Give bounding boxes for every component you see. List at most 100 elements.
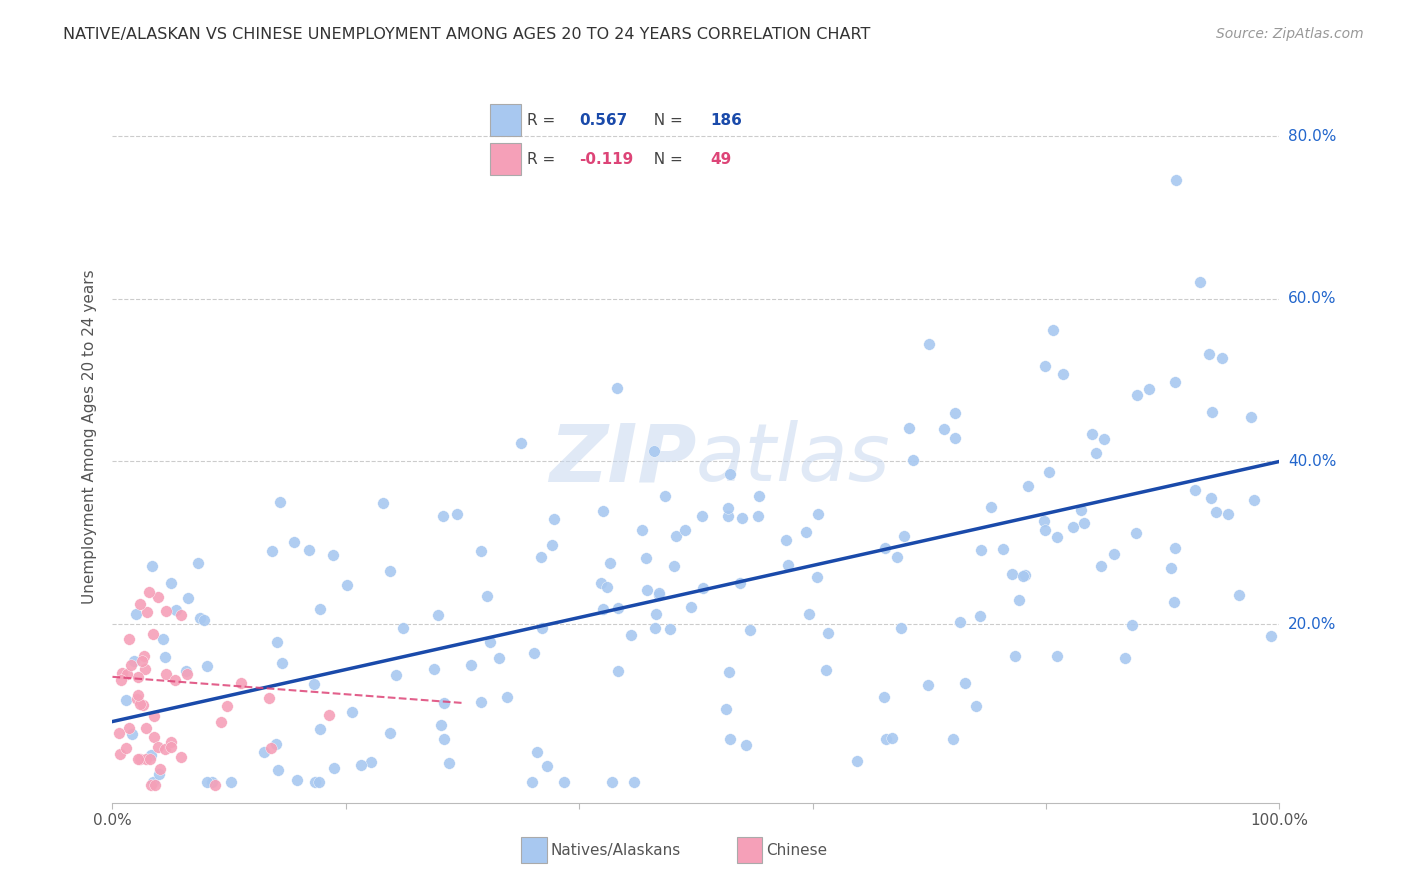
Point <box>1163 595 1185 609</box>
Point <box>152 632 174 647</box>
Point <box>690 508 713 523</box>
Point <box>138 752 160 766</box>
Point <box>110 673 132 687</box>
Point <box>510 436 533 450</box>
Point <box>1199 491 1222 505</box>
Point <box>592 504 614 518</box>
Point <box>815 663 838 677</box>
Point <box>1243 493 1265 508</box>
Point <box>149 763 172 777</box>
Point <box>775 533 797 547</box>
Point <box>1001 566 1024 581</box>
Text: Natives/Alaskans: Natives/Alaskans <box>550 843 681 858</box>
Point <box>1260 629 1282 643</box>
Text: atlas: atlas <box>696 420 891 498</box>
Point <box>636 551 658 566</box>
Point <box>526 745 548 759</box>
Point <box>530 621 553 635</box>
Point <box>607 665 630 679</box>
Point <box>681 599 703 614</box>
Point <box>470 544 492 558</box>
Point <box>631 523 654 537</box>
Point <box>266 635 288 649</box>
Point <box>1033 523 1056 537</box>
Point <box>932 422 955 436</box>
Point <box>322 548 344 562</box>
Point <box>806 569 828 583</box>
Point <box>141 778 163 792</box>
Point <box>1114 651 1136 665</box>
Point <box>433 731 456 746</box>
Point <box>148 766 170 780</box>
Point <box>882 731 904 746</box>
Point <box>423 662 446 676</box>
Point <box>991 542 1014 557</box>
Point <box>943 406 966 420</box>
Point <box>592 602 614 616</box>
Point <box>890 621 912 635</box>
Point <box>735 738 758 752</box>
Point <box>335 577 357 591</box>
Point <box>118 632 141 646</box>
Point <box>211 715 233 730</box>
Point <box>146 590 169 604</box>
Point <box>122 654 145 668</box>
Point <box>714 702 737 716</box>
Point <box>163 673 186 688</box>
Point <box>269 495 291 509</box>
Point <box>728 576 751 591</box>
Point <box>886 550 908 565</box>
Point <box>114 693 136 707</box>
Point <box>606 381 628 395</box>
Point <box>298 543 321 558</box>
Point <box>658 622 681 636</box>
Point <box>430 717 453 731</box>
Point <box>143 730 166 744</box>
Point <box>135 722 157 736</box>
Point <box>1062 520 1084 534</box>
Point <box>350 758 373 772</box>
Point <box>1102 547 1125 561</box>
Point <box>599 557 621 571</box>
Point <box>257 691 280 706</box>
Point <box>1033 514 1056 528</box>
Point <box>1085 446 1108 460</box>
Point <box>139 748 162 763</box>
Point <box>644 621 666 635</box>
Point <box>1201 405 1223 419</box>
Point <box>530 549 553 564</box>
Point <box>1033 359 1056 374</box>
Point <box>342 705 364 719</box>
Point <box>155 604 177 618</box>
Point <box>541 537 564 551</box>
Point <box>600 775 623 789</box>
Point <box>155 667 177 681</box>
Point <box>267 763 290 777</box>
Point <box>187 556 209 570</box>
Point <box>943 431 966 445</box>
Point <box>665 529 688 543</box>
Point <box>127 689 149 703</box>
Point <box>748 489 770 503</box>
Point <box>285 773 308 788</box>
Point <box>1126 388 1149 402</box>
Point <box>117 722 139 736</box>
Point <box>129 597 152 611</box>
Point <box>606 600 628 615</box>
Point <box>654 489 676 503</box>
Point <box>893 529 915 543</box>
Point <box>872 690 894 705</box>
Point <box>731 510 754 524</box>
Point <box>195 658 218 673</box>
Point <box>1042 323 1064 337</box>
Point <box>197 775 219 789</box>
Point <box>165 603 187 617</box>
Point <box>308 601 330 615</box>
Point <box>1160 561 1182 575</box>
Point <box>980 500 1002 514</box>
Point <box>807 507 830 521</box>
Point <box>170 750 193 764</box>
Point <box>747 508 769 523</box>
Point <box>108 726 131 740</box>
Point <box>170 608 193 623</box>
